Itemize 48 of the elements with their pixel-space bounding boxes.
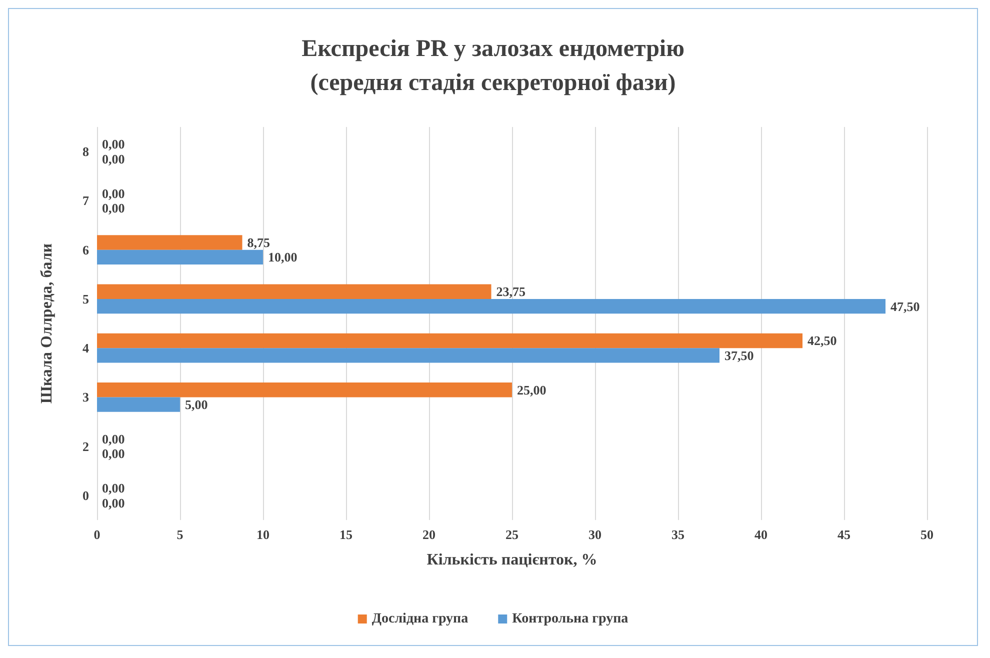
data-label: 0,00 (102, 495, 125, 510)
data-label: 0,00 (102, 431, 125, 446)
y-tick-label: 8 (82, 144, 90, 160)
legend-label: Контрольна група (512, 612, 628, 626)
data-label: 0,00 (102, 151, 125, 166)
y-tick-label: 7 (82, 193, 90, 208)
data-label: 8,75 (247, 234, 270, 250)
data-label: 10,00 (268, 250, 298, 265)
data-label: 0,00 (102, 200, 125, 216)
y-tick-label: 0 (82, 488, 89, 503)
x-tick-label: 25 (506, 527, 519, 542)
y-tick-label: 2 (82, 438, 89, 454)
bar (97, 348, 720, 363)
bar (97, 397, 180, 412)
x-tick-label: 20 (422, 527, 436, 542)
x-tick-label: 0 (94, 527, 100, 542)
data-label: 0,00 (102, 186, 125, 201)
bar (97, 298, 886, 314)
x-tick-label: 35 (672, 527, 685, 542)
y-tick-label: 4 (82, 340, 90, 356)
data-label: 37,50 (724, 348, 754, 363)
x-tick-label: 40 (754, 527, 768, 542)
bar (97, 235, 242, 250)
data-label: 25,00 (517, 382, 546, 398)
bar (97, 333, 802, 348)
x-tick-label: 5 (176, 527, 184, 542)
x-tick-label: 50 (920, 527, 934, 542)
data-label: 0,00 (102, 136, 125, 152)
data-label: 0,00 (102, 446, 125, 462)
y-tick-label: 5 (82, 291, 90, 306)
data-label: 42,50 (808, 333, 837, 348)
data-label: 0,00 (102, 480, 125, 496)
x-tick-label: 15 (340, 527, 353, 542)
x-tick-label: 30 (588, 527, 602, 542)
legend-label: Дослідна група (372, 612, 468, 626)
data-label: 23,75 (496, 284, 526, 300)
x-tick-label: 45 (838, 527, 851, 542)
x-tick-label: 10 (256, 527, 270, 542)
data-label: 5,00 (185, 397, 208, 412)
y-tick-label: 6 (82, 242, 90, 258)
bar (97, 382, 512, 398)
y-axis-title: Шкала Оллреда, бали (38, 243, 56, 404)
data-label: 47,50 (890, 298, 920, 314)
bar (97, 284, 492, 299)
chart-title: Експресія PR у залозах ендометрію (середня стадія секреторної фази) (302, 36, 684, 96)
bar (97, 250, 263, 265)
y-tick-label: 3 (82, 390, 90, 405)
x-axis-title: Кількість пацієнток, % (426, 552, 598, 568)
